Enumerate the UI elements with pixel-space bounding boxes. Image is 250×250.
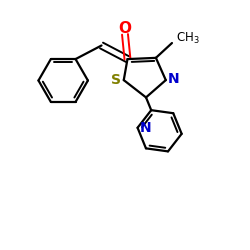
Text: S: S — [111, 73, 121, 87]
Text: CH$_3$: CH$_3$ — [176, 31, 199, 46]
Text: N: N — [140, 121, 151, 135]
Text: N: N — [168, 72, 179, 86]
Text: O: O — [118, 22, 132, 36]
